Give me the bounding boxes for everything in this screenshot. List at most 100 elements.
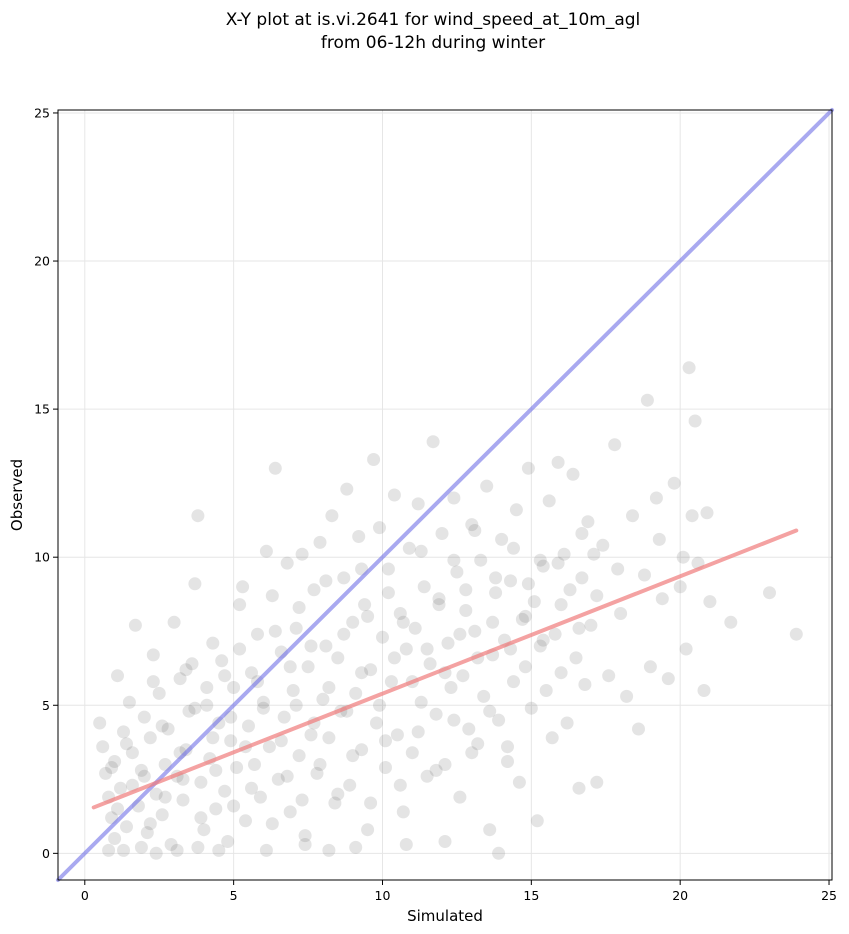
scatter-point bbox=[450, 565, 464, 579]
scatter-point bbox=[224, 734, 238, 748]
scatter-point bbox=[447, 553, 461, 567]
scatter-point bbox=[218, 669, 232, 683]
scatter-point bbox=[477, 689, 491, 703]
scatter-point bbox=[652, 532, 666, 546]
scatter-point bbox=[319, 574, 333, 588]
scatter-point bbox=[405, 746, 419, 760]
scatter-point bbox=[551, 556, 565, 570]
scatter-point bbox=[420, 769, 434, 783]
scatter-point bbox=[343, 778, 357, 792]
scatter-point bbox=[143, 817, 157, 831]
scatter-point bbox=[253, 790, 267, 804]
scatter-point bbox=[432, 592, 446, 606]
grid-lines bbox=[58, 110, 832, 880]
scatter-point bbox=[134, 840, 148, 854]
scatter-point bbox=[271, 772, 285, 786]
scatter-point bbox=[524, 701, 538, 715]
scatter-point bbox=[685, 509, 699, 523]
scatter-point bbox=[533, 639, 547, 653]
scatter-point bbox=[429, 763, 443, 777]
scatter-point bbox=[96, 740, 110, 754]
scatter-point bbox=[632, 722, 645, 736]
scatter-point bbox=[108, 832, 122, 845]
scatter-point bbox=[676, 550, 690, 564]
scatter-point bbox=[435, 527, 449, 540]
scatter-point bbox=[507, 541, 520, 555]
x-tick-label: 15 bbox=[523, 888, 539, 903]
scatter-point bbox=[370, 716, 383, 730]
scatter-point bbox=[649, 491, 663, 505]
scatter-point bbox=[212, 843, 226, 857]
scatter-point bbox=[396, 615, 410, 629]
scatter-point bbox=[143, 731, 157, 745]
scatter-point bbox=[137, 769, 151, 783]
scatter-point bbox=[93, 716, 107, 730]
scatter-point bbox=[447, 713, 461, 727]
scatter-point bbox=[319, 639, 333, 653]
scatter-point bbox=[245, 781, 258, 795]
scatter-point bbox=[295, 793, 309, 807]
scatter-point bbox=[176, 793, 190, 807]
scatter-point bbox=[444, 681, 458, 694]
scatter-point bbox=[188, 577, 202, 591]
scatter-point bbox=[358, 598, 372, 612]
scatter-point bbox=[295, 547, 309, 561]
scatter-point bbox=[417, 580, 431, 594]
scatter-point bbox=[700, 506, 714, 520]
scatter-point bbox=[459, 583, 473, 597]
scatter-point bbox=[438, 758, 452, 771]
scatter-point bbox=[349, 840, 363, 854]
scatter-point bbox=[489, 586, 503, 600]
scatter-point bbox=[114, 781, 127, 795]
scatter-point bbox=[584, 618, 598, 632]
y-tick-label: 0 bbox=[42, 846, 50, 861]
scatter-point bbox=[259, 544, 273, 558]
scatter-point bbox=[518, 609, 532, 623]
scatter-point bbox=[429, 707, 443, 721]
scatter-point bbox=[489, 571, 503, 585]
scatter-point bbox=[399, 838, 413, 851]
scatter-point bbox=[620, 689, 634, 703]
scatter-point bbox=[313, 535, 327, 549]
scatter-point bbox=[304, 639, 318, 653]
scatter-point bbox=[298, 829, 312, 843]
scatter-point bbox=[483, 704, 497, 718]
scatter-point bbox=[554, 598, 568, 612]
scatter-point bbox=[256, 695, 270, 709]
scatter-point bbox=[614, 607, 628, 620]
scatter-point bbox=[536, 559, 550, 573]
scatter-point bbox=[521, 461, 535, 475]
scatter-point bbox=[688, 414, 702, 428]
scatter-point bbox=[245, 666, 258, 680]
scatter-point bbox=[596, 538, 610, 552]
scatter-point bbox=[501, 740, 514, 754]
scatter-point bbox=[301, 660, 315, 674]
x-tick-label: 20 bbox=[672, 888, 688, 903]
scatter-point bbox=[536, 633, 550, 647]
scatter-point bbox=[393, 607, 407, 620]
scatter-point bbox=[117, 725, 130, 739]
scatter-point bbox=[441, 636, 455, 650]
y-axis-label: Observed bbox=[8, 459, 26, 531]
scatter-point bbox=[414, 695, 428, 709]
scatter-point bbox=[155, 808, 169, 822]
scatter-point bbox=[581, 515, 595, 529]
scatter-point bbox=[313, 758, 327, 771]
scatter-point bbox=[117, 843, 130, 857]
scatter-point bbox=[474, 553, 488, 567]
scatter-point bbox=[355, 743, 369, 757]
scatter-point bbox=[179, 663, 193, 677]
scatter-point bbox=[724, 615, 738, 629]
scatter-point bbox=[548, 627, 562, 641]
y-tick-label: 5 bbox=[42, 698, 50, 713]
scatter-point bbox=[453, 790, 467, 804]
scatter-point bbox=[468, 524, 482, 537]
scatter-point bbox=[158, 790, 172, 804]
scatter-point bbox=[527, 595, 541, 609]
scatter-point bbox=[602, 669, 616, 683]
scatter-point bbox=[512, 775, 526, 789]
scatter-point bbox=[268, 624, 282, 638]
scatter-point bbox=[367, 453, 381, 466]
scatter-point bbox=[331, 651, 345, 665]
scatter-point bbox=[590, 775, 604, 789]
